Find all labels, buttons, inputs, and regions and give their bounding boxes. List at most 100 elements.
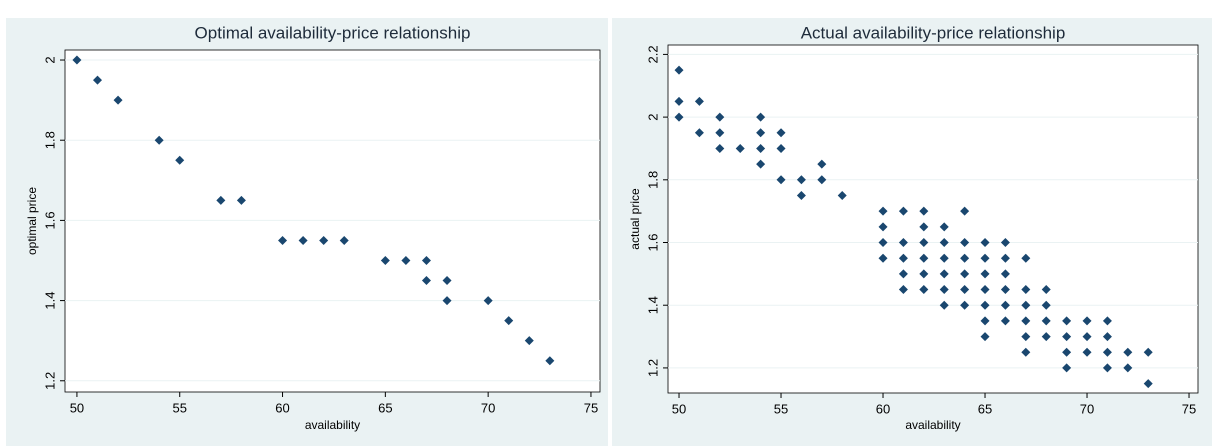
data-point <box>960 285 970 295</box>
data-point <box>796 175 806 185</box>
data-point <box>919 253 929 263</box>
data-point <box>715 112 725 122</box>
x-tick-label: 60 <box>275 400 289 415</box>
data-point <box>756 159 766 169</box>
x-tick-label: 60 <box>876 401 890 416</box>
data-point <box>236 195 246 205</box>
data-point <box>878 253 888 263</box>
x-tick-label: 50 <box>672 401 686 416</box>
data-point <box>674 65 684 75</box>
x-tick-label: 65 <box>978 401 992 416</box>
data-point <box>776 175 786 185</box>
data-point <box>715 128 725 138</box>
data-point <box>939 285 949 295</box>
data-point <box>980 300 990 310</box>
data-point <box>939 238 949 248</box>
data-point <box>380 255 390 265</box>
data-point <box>1000 253 1010 263</box>
y-tick-label: 1.8 <box>645 171 660 189</box>
data-point <box>1082 332 1092 342</box>
data-point <box>483 296 493 306</box>
data-point <box>756 143 766 153</box>
data-point <box>1000 238 1010 248</box>
y-axis-label: optimal price <box>25 187 39 255</box>
data-point <box>1000 300 1010 310</box>
data-point <box>939 222 949 232</box>
data-point <box>1082 316 1092 326</box>
data-point <box>817 175 827 185</box>
data-point <box>1062 363 1072 373</box>
data-point <box>1102 316 1112 326</box>
data-point <box>796 190 806 200</box>
data-point <box>1143 347 1153 357</box>
x-axis-label: availability <box>305 418 360 432</box>
data-point <box>1021 253 1031 263</box>
data-point <box>674 112 684 122</box>
data-point <box>878 222 888 232</box>
y-tick-label: 1.8 <box>42 131 57 149</box>
data-point <box>980 238 990 248</box>
data-point <box>980 332 990 342</box>
data-point <box>939 269 949 279</box>
chart-title: Optimal availability-price relationship <box>195 23 471 42</box>
data-point <box>1102 347 1112 357</box>
y-tick-label: 2 <box>645 113 660 120</box>
data-point <box>939 253 949 263</box>
data-point <box>980 253 990 263</box>
data-point <box>1021 332 1031 342</box>
data-point <box>1021 347 1031 357</box>
x-axis-label: availability <box>905 418 960 432</box>
data-point <box>1102 332 1112 342</box>
data-point <box>1021 300 1031 310</box>
data-point <box>1123 363 1133 373</box>
data-point <box>960 253 970 263</box>
data-point <box>1143 379 1153 389</box>
data-point <box>154 135 164 145</box>
y-tick-label: 1.6 <box>42 211 57 229</box>
data-point <box>421 276 431 286</box>
data-point <box>980 285 990 295</box>
data-point <box>735 143 745 153</box>
data-point <box>1102 363 1112 373</box>
data-point <box>694 128 704 138</box>
x-tick-label: 50 <box>70 400 84 415</box>
chart-title: Actual availability-price relationship <box>801 23 1066 42</box>
data-point <box>216 195 226 205</box>
data-point <box>442 276 452 286</box>
data-point <box>674 96 684 106</box>
data-point <box>919 238 929 248</box>
x-tick-label: 70 <box>481 400 495 415</box>
data-point <box>694 96 704 106</box>
data-point <box>1041 316 1051 326</box>
data-point <box>960 206 970 216</box>
data-point <box>919 206 929 216</box>
data-point <box>919 222 929 232</box>
data-point <box>960 269 970 279</box>
data-point <box>898 269 908 279</box>
data-point <box>919 269 929 279</box>
data-point <box>1082 347 1092 357</box>
data-point <box>504 316 514 326</box>
data-point <box>442 296 452 306</box>
data-point <box>72 55 82 65</box>
data-point <box>1041 285 1051 295</box>
data-point <box>898 253 908 263</box>
data-point <box>1021 285 1031 295</box>
data-point <box>1123 347 1133 357</box>
x-tick-label: 70 <box>1080 401 1094 416</box>
data-point <box>939 300 949 310</box>
data-point <box>1062 347 1072 357</box>
data-point <box>960 300 970 310</box>
data-point <box>878 238 888 248</box>
data-point <box>776 143 786 153</box>
plot-area <box>667 44 1199 394</box>
data-point <box>319 235 329 245</box>
data-point <box>756 128 766 138</box>
y-tick-label: 2 <box>42 56 57 63</box>
x-tick-label: 55 <box>774 401 788 416</box>
data-point <box>1062 316 1072 326</box>
y-tick-label: 1.4 <box>645 296 660 314</box>
data-point <box>1000 285 1010 295</box>
data-point <box>524 336 534 346</box>
